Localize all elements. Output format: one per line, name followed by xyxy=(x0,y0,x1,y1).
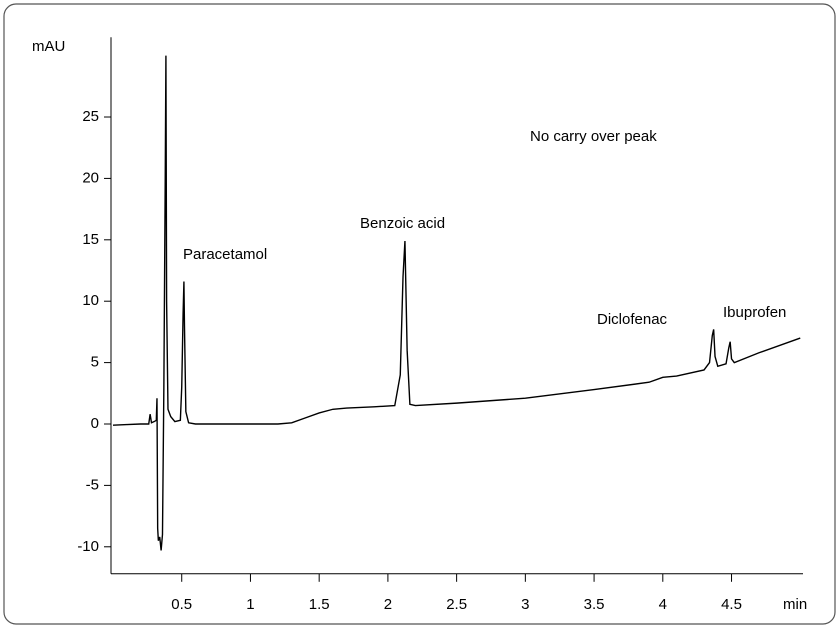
peak-annotation: Diclofenac xyxy=(597,311,668,328)
y-tick-label: 5 xyxy=(91,354,99,371)
x-tick-label: 1 xyxy=(246,596,254,613)
peak-annotation: No carry over peak xyxy=(530,128,657,145)
y-tick-label: 15 xyxy=(82,231,99,248)
y-axis-label: mAU xyxy=(32,38,65,55)
trace xyxy=(112,55,801,551)
x-axis-label: min xyxy=(783,596,807,613)
y-tick-label: 20 xyxy=(82,169,99,186)
x-tick-label: 4 xyxy=(659,596,667,613)
x-tick-label: 3 xyxy=(521,596,529,613)
x-tick-label: 4.5 xyxy=(721,596,742,613)
peak-annotation: Benzoic acid xyxy=(360,215,445,232)
x-tick-label: 1.5 xyxy=(309,596,330,613)
y-tick-label: -10 xyxy=(77,538,99,555)
x-tick-label: 2 xyxy=(384,596,392,613)
x-tick-label: 0.5 xyxy=(171,596,192,613)
x-tick-label: 2.5 xyxy=(446,596,467,613)
y-tick-label: 0 xyxy=(91,415,99,432)
frame xyxy=(3,3,836,625)
y-tick-label: -5 xyxy=(86,476,99,493)
y-tick-label: 10 xyxy=(82,292,99,309)
peak-annotation: Ibuprofen xyxy=(723,304,786,321)
peak-annotation: Paracetamol xyxy=(183,246,267,263)
y-tick-label: 25 xyxy=(82,108,99,125)
x-tick-label: 3.5 xyxy=(584,596,605,613)
